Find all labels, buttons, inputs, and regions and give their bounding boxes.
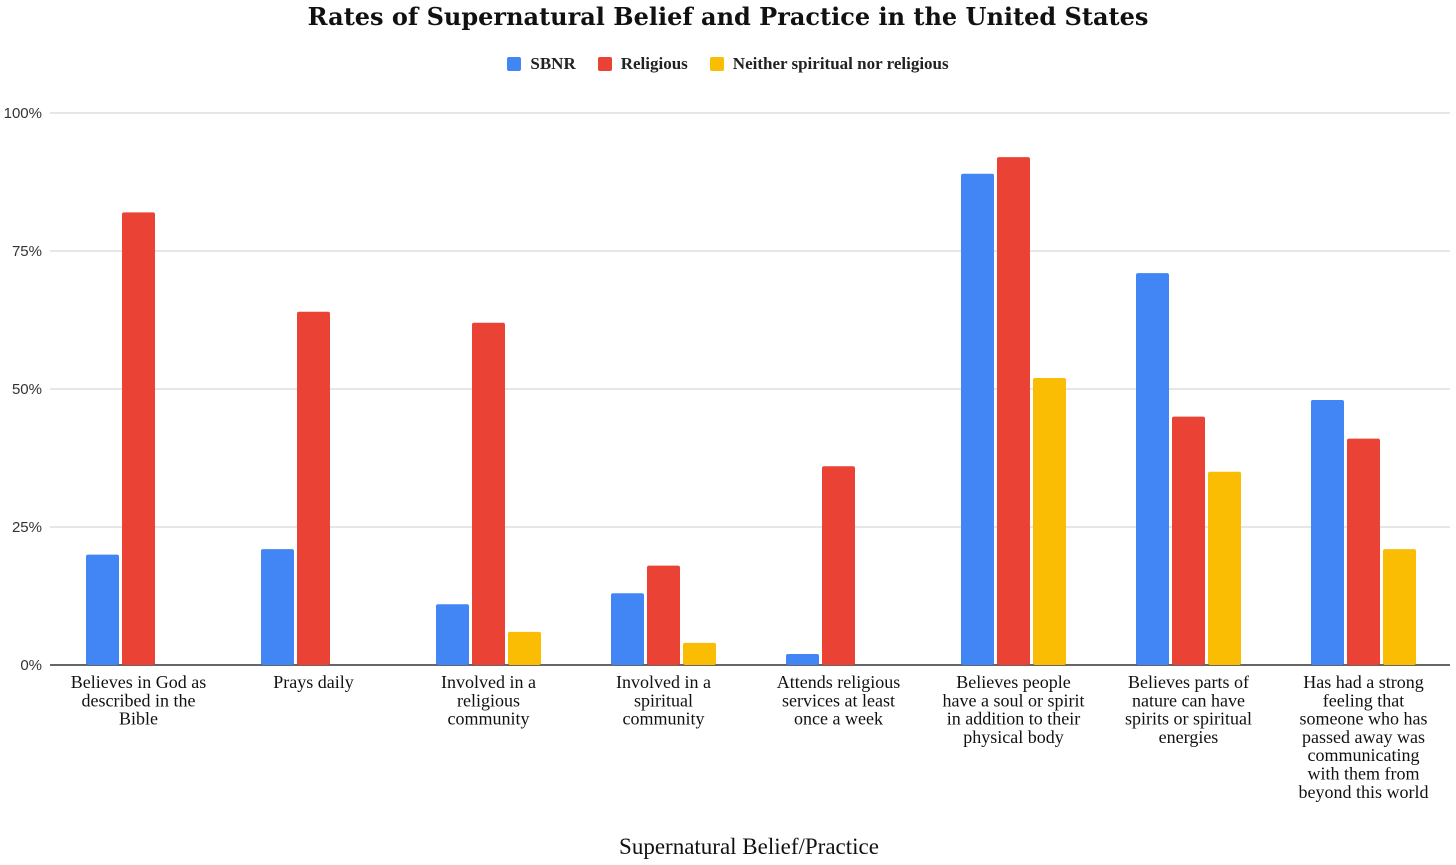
y-tick-label-75: 75% (12, 243, 42, 260)
bar-sbnr-3[interactable] (436, 604, 469, 665)
x-category-label-2: Prays daily (273, 672, 354, 692)
bar-religious-3[interactable] (472, 322, 505, 665)
bar-neither-spiritual-nor-religious-4[interactable] (683, 642, 716, 665)
x-category-label-7: Believes parts of nature can have spirits … (1125, 672, 1252, 747)
x-category-label-5: Attends religious services at least once a… (777, 672, 901, 729)
bar-sbnr-4[interactable] (611, 593, 644, 665)
x-category-label-3: Involved in a religious community (441, 672, 536, 729)
bar-religious-8[interactable] (1347, 438, 1380, 665)
bar-sbnr-6[interactable] (961, 173, 994, 665)
bar-religious-1[interactable] (122, 212, 155, 666)
x-category-label-1: Believes in God as described in the Bible (71, 672, 206, 729)
legend-item-sbnr[interactable]: SBNR (507, 54, 576, 74)
bar-sbnr-2[interactable] (261, 549, 294, 665)
chart-title: Rates of Supernatural Belief and Practic… (307, 2, 1149, 31)
legend-swatch-neither (709, 57, 724, 71)
y-tick-label-50: 50% (12, 381, 42, 398)
bars (86, 157, 1416, 666)
bar-sbnr-1[interactable] (86, 554, 119, 665)
legend-label-sbnr: SBNR (530, 54, 576, 73)
legend-item-religious[interactable]: Religious (597, 54, 688, 74)
x-category-label-6: Believes people have a soul or spirit in a… (943, 672, 1085, 747)
bar-religious-5[interactable] (822, 466, 855, 665)
bar-neither-spiritual-nor-religious-6[interactable] (1033, 377, 1066, 665)
bar-neither-spiritual-nor-religious-3[interactable] (508, 631, 541, 665)
y-tick-label-100: 100% (4, 105, 42, 122)
bar-neither-spiritual-nor-religious-7[interactable] (1208, 471, 1241, 665)
legend-swatch-sbnr (507, 57, 522, 71)
legend-item-neither[interactable]: Neither spiritual nor religious (709, 54, 949, 74)
bar-sbnr-8[interactable] (1311, 400, 1344, 665)
legend-label-neither: Neither spiritual nor religious (732, 54, 949, 73)
x-category-label-8: Has had a strong feeling that someone who … (1299, 672, 1429, 802)
x-axis-title: Supernatural Belief/Practice (619, 834, 879, 859)
legend-label-religious: Religious (620, 54, 688, 73)
y-tick-label-25: 25% (12, 519, 42, 536)
x-axis-categories: Believes in God as described in the Bible P… (71, 672, 1429, 802)
bar-sbnr-5[interactable] (786, 653, 819, 665)
bar-religious-4[interactable] (647, 565, 680, 665)
bar-religious-2[interactable] (297, 311, 330, 665)
bar-sbnr-7[interactable] (1136, 273, 1169, 665)
y-axis-ticks: 0% 25% 50% 75% 100% (4, 105, 42, 674)
bar-neither-spiritual-nor-religious-8[interactable] (1383, 549, 1416, 665)
bar-religious-7[interactable] (1172, 416, 1205, 665)
chart-legend: SBNR Religious Neither spiritual nor rel… (0, 54, 1456, 74)
bar-religious-6[interactable] (997, 157, 1030, 665)
y-tick-label-0: 0% (20, 657, 42, 674)
x-category-label-4: Involved in a spiritual community (616, 672, 711, 729)
legend-swatch-religious (597, 57, 612, 71)
